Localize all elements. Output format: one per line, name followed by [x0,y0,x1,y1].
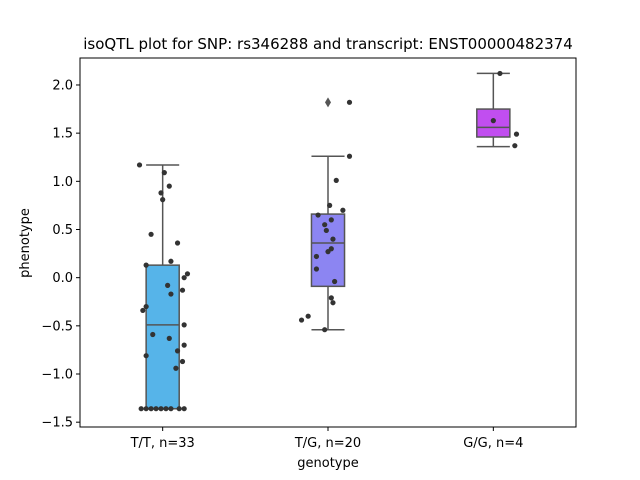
data-point [512,143,518,149]
data-point [174,240,181,246]
data-point [143,303,149,310]
data-point [166,335,172,341]
data-point [148,231,154,237]
data-point [346,99,353,105]
data-point [136,162,143,168]
box-iqr [145,264,180,410]
y-tick-label: 0.5 [52,223,73,238]
data-point [184,271,191,277]
x-tick-label: G/G, n=4 [463,436,523,451]
data-point [497,70,503,77]
data-point [165,282,171,288]
x-axis-label: genotype [297,456,358,471]
data-point [332,278,338,285]
data-point [163,406,169,412]
data-point [168,291,174,297]
data-point [298,317,305,323]
data-point [148,406,154,412]
y-tick-label: 2.0 [52,78,73,93]
data-point [327,202,333,209]
data-point [181,275,187,281]
data-point [181,406,187,412]
data-point [158,190,164,196]
data-point [158,406,164,412]
data-point [322,222,328,228]
outlier-marker [325,97,331,108]
data-point [181,322,187,328]
data-point [150,331,156,338]
data-point [161,170,167,176]
data-point [179,287,186,293]
data-point [174,348,181,354]
data-point [513,131,520,137]
chart-title: isoQTL plot for SNP: rs346288 and transc… [83,35,573,53]
y-tick-label: 1.5 [52,127,73,142]
y-tick-label: 0.0 [52,271,73,286]
data-point [305,313,311,319]
plot-frame [79,57,577,428]
data-point [140,307,146,314]
y-tick-label: −0.5 [41,319,73,334]
data-point [313,266,320,272]
data-point [181,342,187,348]
data-point [143,262,149,268]
data-point [179,358,186,365]
data-point [168,258,174,264]
y-tick-label: −1.5 [41,416,73,431]
data-point [323,227,329,234]
data-point [168,406,174,412]
data-point [346,153,353,159]
data-point [330,300,336,306]
data-point [153,406,159,412]
x-tick-label: T/T, n=33 [130,436,195,451]
data-point [143,353,149,359]
data-point [330,236,336,242]
data-point [340,207,346,213]
data-point [160,197,166,203]
y-tick-label: −1.0 [41,368,73,383]
data-point [176,406,182,412]
data-point [313,253,320,260]
data-point [325,249,331,255]
data-point [328,295,334,301]
data-point [143,406,149,412]
y-tick-label: 1.0 [52,175,73,190]
data-point [328,217,334,223]
data-point [322,327,328,333]
y-axis-label: phenotype [18,208,33,278]
data-point [333,177,339,183]
data-point [315,212,321,218]
data-point [166,183,172,189]
data-point [173,365,179,371]
x-tick-label: T/G, n=20 [294,436,361,451]
data-point [138,406,144,412]
plot-area: −1.5 −1.0 −0.5 0.0 0.5 1.0 1.5 2.0 T/T, n=33 T/G,… [41,70,523,451]
data-point [490,118,496,124]
